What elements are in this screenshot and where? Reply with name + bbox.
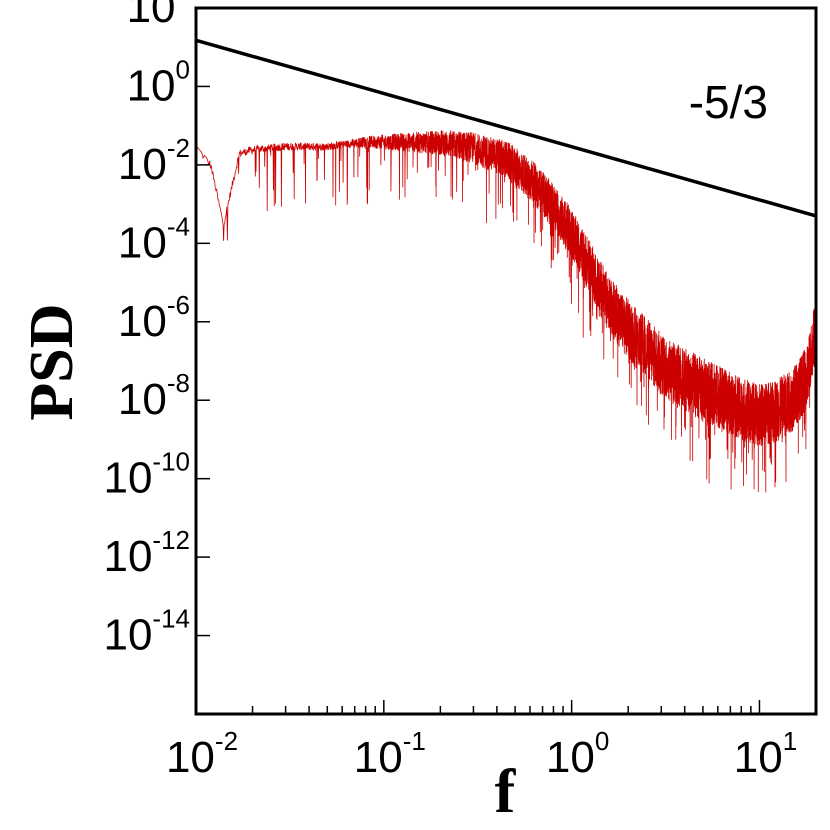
y-tick-label: 10-10 — [103, 447, 190, 503]
y-tick-base: 10 — [103, 454, 152, 503]
plot-area — [196, 38, 816, 493]
plot-frame — [194, 6, 818, 716]
x-tick-label: 101 — [734, 726, 797, 782]
x-tick-base: 10 — [354, 733, 403, 782]
y-tick-exp: -6 — [167, 290, 190, 320]
psd-series-line — [196, 130, 816, 493]
y-tick-exp: 2 — [176, 0, 190, 6]
y-tick-label: 10-12 — [103, 525, 190, 581]
y-tick-base: 10 — [103, 532, 152, 581]
x-tick-exp: 0 — [595, 726, 609, 756]
y-tick-label: 102 — [127, 0, 190, 32]
x-tick-base: 10 — [166, 733, 215, 782]
x-tick-label: 10-1 — [354, 726, 426, 782]
y-tick-label: 10-4 — [118, 211, 190, 267]
y-tick-base: 10 — [103, 611, 152, 660]
y-tick-base: 10 — [118, 375, 167, 424]
y-axis-title: PSD — [18, 303, 86, 420]
slope-reference-line — [196, 38, 816, 218]
y-tick-base: 10 — [127, 61, 176, 110]
x-axis-title: f — [495, 758, 517, 826]
x-tick-base: 10 — [734, 733, 783, 782]
y-tick-label: 10-8 — [118, 368, 190, 424]
y-tick-exp: -14 — [152, 604, 190, 634]
y-tick-exp: -12 — [152, 525, 190, 555]
y-tick-base: 10 — [118, 297, 167, 346]
x-tick-exp: 1 — [783, 726, 797, 756]
y-tick-label: 10-14 — [103, 604, 190, 660]
y-tick-label: 10-2 — [118, 133, 190, 189]
y-tick-base: 10 — [127, 0, 176, 32]
y-tick-exp: -8 — [167, 368, 190, 398]
x-tick-label: 10-2 — [166, 726, 238, 782]
y-tick-exp: -10 — [152, 447, 190, 477]
y-tick-base: 10 — [118, 218, 167, 267]
y-tick-exp: -4 — [167, 211, 190, 241]
y-tick-label: 100 — [127, 54, 190, 110]
x-tick-base: 10 — [546, 733, 595, 782]
x-tick-exp: -1 — [403, 726, 426, 756]
y-tick-base: 10 — [118, 140, 167, 189]
x-tick-labels: 10-2 10-1 100 101 — [166, 726, 797, 782]
x-tick-label: 100 — [546, 726, 609, 782]
y-tick-label: 10-6 — [118, 290, 190, 346]
slope-annotation: -5/3 — [689, 76, 768, 128]
x-tick-exp: -2 — [215, 726, 238, 756]
y-tick-exp: -2 — [167, 133, 190, 163]
y-tick-exp: 0 — [176, 54, 190, 84]
